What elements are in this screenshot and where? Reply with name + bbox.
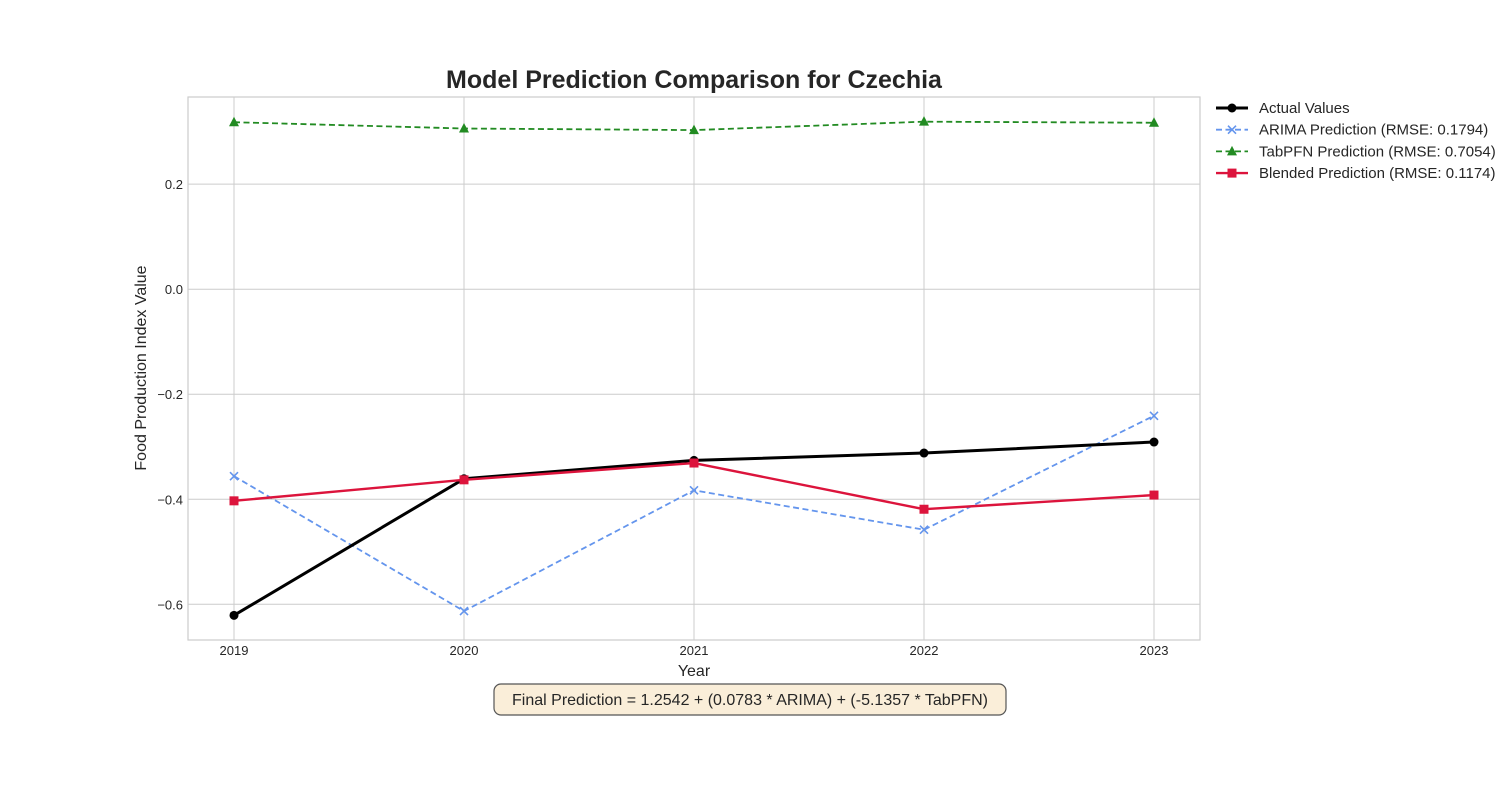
data-point-marker: [689, 458, 699, 468]
legend-label: ARIMA Prediction (RMSE: 0.1794): [1259, 122, 1488, 139]
data-point-marker: [459, 123, 469, 133]
legend-marker: [1227, 103, 1237, 113]
formula-annotation-box: [493, 683, 1007, 716]
data-point-marker: [459, 606, 469, 616]
legend-marker: [1227, 125, 1237, 135]
legend-marker: [1227, 168, 1237, 178]
legend-entry: TabPFN Prediction (RMSE: 0.7054): [1216, 143, 1496, 160]
data-point-marker: [689, 485, 699, 495]
data-point-marker: [919, 448, 929, 458]
data-point-marker: [919, 116, 929, 126]
plot-area: 2019 2020 2021 2022 2023 0.2 0.0 −0.2 −0.4 −0.6: [157, 96, 1201, 658]
grid-lines: [188, 97, 1200, 640]
data-point-marker: [229, 496, 239, 506]
data-point-marker: [1149, 411, 1159, 421]
y-tick-label: −0.2: [157, 387, 183, 402]
data-point-marker: [919, 525, 929, 535]
data-point-marker: [689, 124, 699, 135]
x-tick-label: 2019: [220, 643, 249, 658]
x-axis-label: Year: [678, 663, 711, 680]
y-tick-label: 0.2: [165, 177, 183, 192]
tick-labels: 2019 2020 2021 2022 2023 0.2 0.0 −0.2 −0.4 −0.6: [157, 177, 1168, 658]
legend-entry: Blended Prediction (RMSE: 0.1174): [1216, 165, 1496, 182]
data-point-marker: [229, 116, 239, 127]
data-point-marker: [229, 610, 239, 620]
formula-annotation: Final Prediction = 1.2542 + (0.0783 * AR…: [493, 683, 1007, 716]
y-axis-label: Food Production Index Value: [133, 265, 150, 470]
legend-label: TabPFN Prediction (RMSE: 0.7054): [1259, 143, 1496, 160]
legend-label: Blended Prediction (RMSE: 0.1174): [1259, 165, 1496, 182]
y-tick-label: −0.4: [157, 492, 183, 507]
data-point-marker: [1149, 437, 1159, 447]
legend-entry: ARIMA Prediction (RMSE: 0.1794): [1216, 122, 1488, 139]
series-2: [229, 116, 1159, 135]
x-tick-label: 2021: [680, 643, 709, 658]
x-tick-label: 2020: [450, 643, 479, 658]
chart-title: Model Prediction Comparison for Czechia: [446, 66, 943, 94]
y-tick-label: 0.0: [165, 282, 183, 297]
x-tick-label: 2023: [1140, 643, 1169, 658]
series-layer: [229, 116, 1159, 620]
data-point-marker: [1149, 117, 1159, 127]
y-tick-label: −0.6: [157, 597, 183, 612]
data-point-marker: [459, 475, 469, 485]
data-point-marker: [919, 504, 929, 514]
data-point-marker: [1149, 490, 1159, 500]
x-tick-label: 2022: [910, 643, 939, 658]
legend: Actual Values ARIMA Prediction (RMSE: 0.1…: [1216, 100, 1496, 182]
series-3: [229, 458, 1159, 514]
legend-marker: [1227, 145, 1237, 156]
formula-annotation-text: Final Prediction = 1.2542 + (0.0783 * AR…: [512, 692, 988, 709]
series-1: [229, 411, 1159, 616]
plot-frame: [187, 96, 1201, 641]
legend-label: Actual Values: [1259, 100, 1350, 117]
legend-entry: Actual Values: [1216, 100, 1350, 117]
data-point-marker: [229, 471, 239, 481]
